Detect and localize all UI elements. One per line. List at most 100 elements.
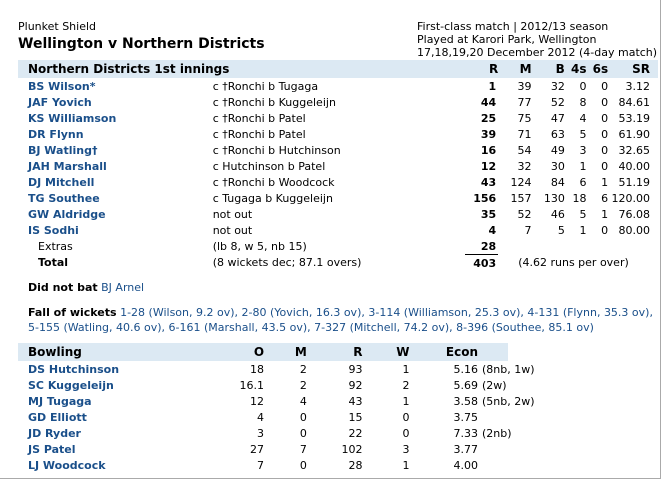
bowler-overs: 18 bbox=[250, 362, 265, 376]
batter-runs: 35 bbox=[480, 207, 497, 221]
extras-detail: (lb 8, w 5, nb 15) bbox=[212, 239, 307, 253]
bowler-maidens: 0 bbox=[299, 426, 307, 440]
batter-runs: 1 bbox=[488, 79, 497, 93]
batter-name[interactable]: DR Flynn bbox=[28, 127, 84, 141]
batter-name[interactable]: IS Sodhi bbox=[28, 223, 79, 237]
batter-name[interactable]: BS Wilson* bbox=[28, 79, 96, 93]
batter-sixes: 1 bbox=[601, 175, 609, 189]
bowler-maidens: 7 bbox=[299, 442, 307, 456]
batter-fours: 1 bbox=[579, 223, 587, 237]
extras-runs: 28 bbox=[480, 239, 497, 253]
bowler-maidens: 0 bbox=[299, 410, 307, 424]
bowler-name[interactable]: JD Ryder bbox=[28, 426, 81, 440]
batter-sixes: 6 bbox=[601, 191, 609, 205]
bowler-name[interactable]: LJ Woodcock bbox=[28, 458, 106, 472]
batter-fours: 6 bbox=[579, 175, 587, 189]
batter-minutes: 124 bbox=[510, 175, 532, 189]
bowling-row: SC Kuggeleijn 16.1 2 92 2 5.69 bbox=[18, 377, 508, 393]
batter-runs: 16 bbox=[480, 143, 497, 157]
batter-minutes: 54 bbox=[517, 143, 532, 157]
dismissal: not out bbox=[212, 223, 253, 237]
batter-name[interactable]: DJ Mitchell bbox=[28, 175, 95, 189]
dismissal: c Hutchinson b Patel bbox=[212, 159, 326, 173]
extras-label: Extras bbox=[38, 239, 73, 253]
bowler-name[interactable]: DS Hutchinson bbox=[28, 362, 120, 376]
dismissal: c †Ronchi b Patel bbox=[212, 111, 306, 125]
batting-row: BJ Watling† c †Ronchi b Hutchinson 16 54 49 3… bbox=[18, 142, 658, 158]
bowler-runs: 15 bbox=[348, 410, 363, 424]
bowler-wickets: 1 bbox=[402, 362, 410, 376]
batter-fours: 1 bbox=[579, 159, 587, 173]
col-bowl-runs: R bbox=[306, 343, 363, 361]
batting-row: DR Flynn c †Ronchi b Patel 39 71 63 5 0 61.90 bbox=[18, 126, 658, 142]
batter-name[interactable]: JAH Marshall bbox=[28, 159, 107, 173]
col-maidens: M bbox=[264, 343, 307, 361]
bowling-row: JS Patel 27 7 102 3 3.77 bbox=[18, 441, 508, 457]
bowler-runs: 92 bbox=[348, 378, 363, 392]
batter-strike-rate: 76.08 bbox=[618, 207, 651, 221]
batting-row: KS Williamson c †Ronchi b Patel 25 75 47 4 0 53… bbox=[18, 110, 658, 126]
batter-fours: 3 bbox=[579, 143, 587, 157]
bowler-overs: 16.1 bbox=[239, 378, 265, 392]
bowler-economy: 5.69 bbox=[453, 378, 479, 392]
bowling-row: GD Elliott 4 0 15 0 3.75 bbox=[18, 409, 508, 425]
bowler-maidens: 4 bbox=[299, 394, 307, 408]
batting-table: Northern Districts 1st innings R M B 4s … bbox=[18, 60, 658, 271]
bowling-header-row: Bowling O M R W Econ bbox=[18, 343, 508, 361]
bowler-wickets: 0 bbox=[402, 410, 410, 424]
dismissal: c Tugaga b Kuggeleijn bbox=[212, 191, 333, 205]
bowling-row: JD Ryder 3 0 22 0 7.33 bbox=[18, 425, 508, 441]
bowler-economy: 3.77 bbox=[453, 442, 479, 456]
bowler-economy: 4.00 bbox=[453, 458, 479, 472]
dismissal: c †Ronchi b Hutchinson bbox=[212, 143, 341, 157]
batter-strike-rate: 80.00 bbox=[618, 223, 651, 237]
batter-sixes: 0 bbox=[601, 127, 609, 141]
match-title: Wellington v Northern Districts bbox=[18, 36, 265, 52]
did-not-bat-player[interactable]: BJ Arnel bbox=[101, 281, 145, 294]
series-name: Plunket Shield bbox=[18, 20, 97, 33]
col-minutes: M bbox=[498, 60, 532, 78]
bowler-name[interactable]: JS Patel bbox=[28, 442, 76, 456]
bowler-wickets: 1 bbox=[402, 394, 410, 408]
bowler-maidens: 2 bbox=[299, 362, 307, 376]
batter-name[interactable]: GW Aldridge bbox=[28, 207, 106, 221]
batting-header-row: Northern Districts 1st innings R M B 4s … bbox=[18, 60, 658, 78]
bowler-overs: 3 bbox=[257, 426, 265, 440]
batter-minutes: 7 bbox=[524, 223, 532, 237]
batter-runs: 4 bbox=[488, 223, 497, 237]
batter-strike-rate: 84.61 bbox=[618, 95, 651, 109]
batter-name[interactable]: KS Williamson bbox=[28, 111, 117, 125]
bowler-economy: 7.33 bbox=[453, 426, 479, 440]
bowler-economy: 3.58 bbox=[453, 394, 479, 408]
batter-sixes: 0 bbox=[601, 159, 609, 173]
bowler-name[interactable]: SC Kuggeleijn bbox=[28, 378, 114, 392]
batter-strike-rate: 40.00 bbox=[618, 159, 651, 173]
batter-sixes: 1 bbox=[601, 207, 609, 221]
batter-name[interactable]: JAF Yovich bbox=[28, 95, 92, 109]
bowler-runs: 102 bbox=[341, 442, 363, 456]
bowler-name[interactable]: MJ Tugaga bbox=[28, 394, 92, 408]
bowling-row: MJ Tugaga 12 4 43 1 3.58 bbox=[18, 393, 508, 409]
batter-fours: 5 bbox=[579, 127, 587, 141]
col-balls: B bbox=[531, 60, 565, 78]
batter-minutes: 52 bbox=[517, 207, 532, 221]
bowler-name[interactable]: GD Elliott bbox=[28, 410, 87, 424]
batter-runs: 44 bbox=[480, 95, 497, 109]
bowler-overs: 4 bbox=[257, 410, 265, 424]
batter-strike-rate: 53.19 bbox=[618, 111, 651, 125]
batter-name[interactable]: BJ Watling† bbox=[28, 143, 98, 157]
batter-fours: 8 bbox=[579, 95, 587, 109]
batter-minutes: 77 bbox=[517, 95, 532, 109]
bowler-runs: 93 bbox=[348, 362, 363, 376]
fow-line-1: 1-28 (Wilson, 9.2 ov), 2-80 (Yovich, 16.… bbox=[120, 306, 653, 319]
bowler-maidens: 2 bbox=[299, 378, 307, 392]
match-dates: 17,18,19,20 December 2012 (4-day match) bbox=[417, 46, 658, 59]
batter-name[interactable]: TG Southee bbox=[28, 191, 100, 205]
batter-minutes: 71 bbox=[517, 127, 532, 141]
fow-line-2: 5-155 (Watling, 40.6 ov), 6-161 (Marshal… bbox=[28, 321, 594, 334]
batter-minutes: 39 bbox=[517, 79, 532, 93]
dismissal: c †Ronchi b Woodcock bbox=[212, 175, 335, 189]
bowler-wickets: 0 bbox=[402, 426, 410, 440]
bowler-overs: 27 bbox=[250, 442, 265, 456]
batter-balls: 46 bbox=[550, 207, 565, 221]
